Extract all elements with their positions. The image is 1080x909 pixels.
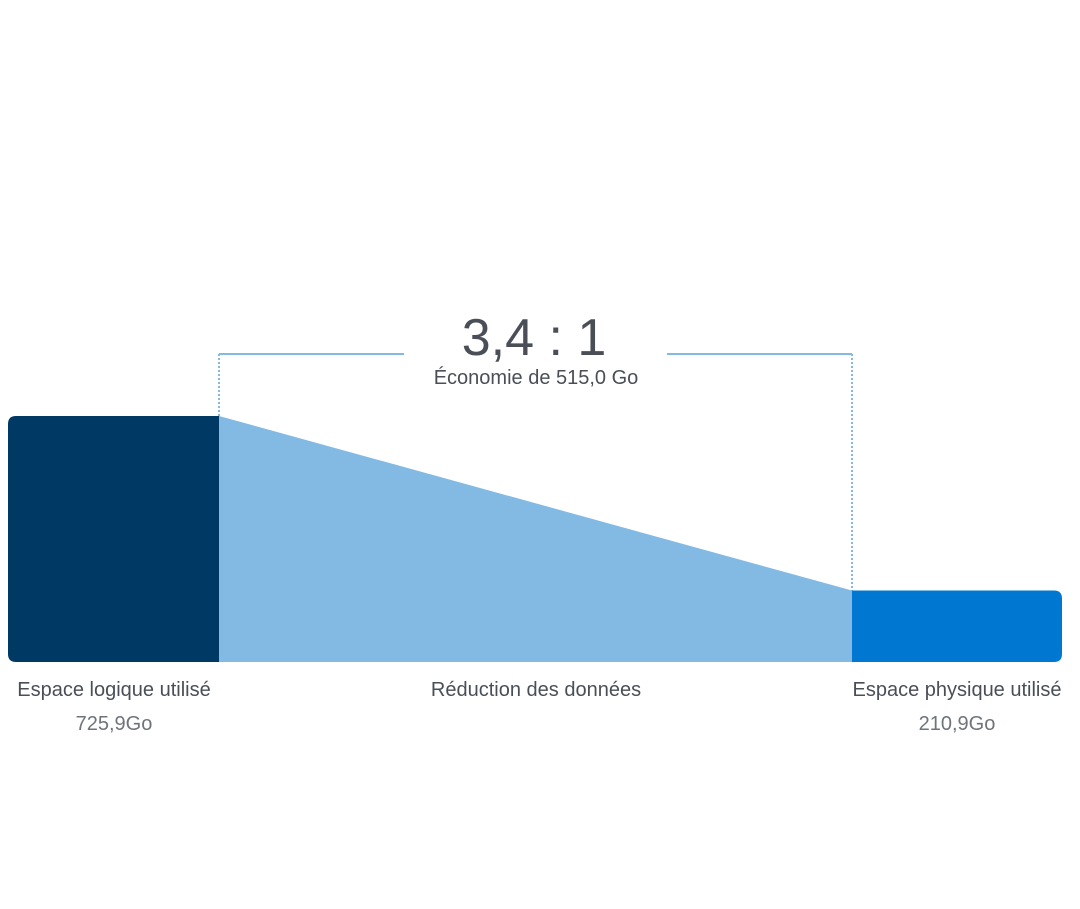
logical-space-label: Espace logique utilisé (17, 679, 210, 701)
data-reduction-area (219, 416, 852, 662)
savings-label: Économie de 515,0 Go (434, 366, 639, 389)
compression-ratio: 3,4 : 1 (462, 309, 607, 367)
logical-space-bar (8, 416, 219, 662)
physical-space-bar (852, 590, 1062, 662)
logical-space-value: 725,9Go (76, 713, 153, 735)
physical-space-value: 210,9Go (919, 713, 996, 735)
physical-space-label: Espace physique utilisé (852, 679, 1061, 701)
reduction-label: Réduction des données (431, 679, 641, 701)
